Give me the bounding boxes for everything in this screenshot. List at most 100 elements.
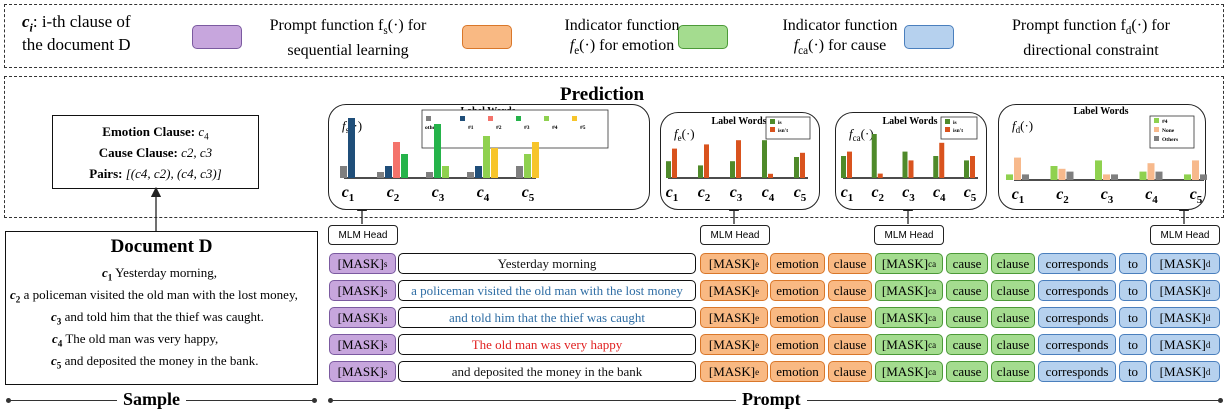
tick-label: c2: [1056, 186, 1069, 206]
document-box: Document D c1 Yesterday morning, c2 a pol…: [5, 231, 318, 385]
clause-token: clause: [991, 253, 1035, 274]
corresponds-token: corresponds: [1038, 361, 1116, 382]
clause-token: clause: [991, 307, 1035, 328]
legend-label: isn't: [953, 128, 963, 134]
clause-text: Yesterday morning: [398, 253, 696, 274]
to-token: to: [1119, 334, 1147, 355]
bar: [847, 151, 852, 178]
prediction-box: [4, 76, 1224, 218]
emotion-token: emotion: [770, 253, 825, 274]
bar: [970, 156, 975, 178]
emotion-clause-line: Emotion Clause: c4: [102, 124, 209, 142]
mask-token-ca: [MASK] ca: [875, 307, 943, 328]
legend-swatch: [516, 116, 521, 121]
mlm-head-e: MLM Head: [700, 225, 770, 245]
legend-label: #5: [580, 125, 586, 131]
legend-text: Indicator function fe(·) for emotion: [564, 17, 680, 58]
tick-label: c3: [902, 184, 915, 204]
mask-token-e: [MASK] e: [700, 253, 768, 274]
bar: [939, 142, 945, 178]
legend-label: isn't: [778, 128, 788, 134]
bar: [1058, 168, 1066, 180]
function-label: fe(·): [674, 126, 695, 143]
legend-text: Indicator function fca(·) for cause: [782, 17, 898, 58]
emotion-token: emotion: [770, 334, 825, 355]
bar: [877, 173, 883, 178]
bar: [483, 136, 490, 178]
rule-dot: [1218, 398, 1223, 403]
mask-token-e: [MASK] e: [700, 307, 768, 328]
mlm-head-d: MLM Head: [1150, 225, 1220, 245]
tick-label: c4: [477, 184, 490, 204]
bar: [871, 134, 877, 178]
to-token: to: [1119, 361, 1147, 382]
mask-token-s: [MASK] s: [329, 307, 396, 328]
mask-token-ca: [MASK] ca: [875, 361, 943, 382]
bar: [730, 161, 735, 178]
tick-label: c5: [522, 184, 535, 204]
legend-swatch: [770, 127, 775, 132]
bar: [401, 154, 408, 178]
mask-token-d: [MASK] d: [1150, 334, 1220, 355]
label-words-title: Label Words: [1073, 106, 1128, 117]
clause-token: clause: [828, 253, 872, 274]
document-clause: c2 a policeman visited the old man with …: [10, 287, 298, 305]
legend-label: is: [778, 120, 782, 126]
tick-label: c1: [342, 184, 355, 204]
bar: [902, 151, 908, 178]
to-token: to: [1119, 307, 1147, 328]
bar: [524, 154, 531, 178]
bar: [475, 166, 482, 178]
mask-token-e: [MASK] e: [700, 280, 768, 301]
tick-label: c5: [794, 184, 807, 204]
mask-token-s: [MASK] s: [329, 253, 396, 274]
function-label: fd(·): [1012, 118, 1033, 135]
clause-token: clause: [828, 307, 872, 328]
legend-text: Prompt function fs(·) for sequential lear…: [269, 17, 427, 60]
tick-label: c1: [841, 184, 854, 204]
tick-label: c5: [1190, 186, 1203, 206]
bar: [532, 142, 539, 178]
rule-dot: [312, 398, 317, 403]
function-label: fca(·): [849, 126, 874, 143]
bar: [1014, 157, 1021, 180]
mask-token-ca: [MASK] ca: [875, 334, 943, 355]
clause-text: and deposited the money in the bank: [398, 361, 696, 382]
legend-swatch: [426, 116, 431, 121]
bar: [933, 156, 939, 178]
bar: [704, 144, 709, 178]
mask-token-ca: [MASK] ca: [875, 280, 943, 301]
legend-label: None: [1162, 128, 1175, 134]
bar: [516, 166, 523, 178]
legend-swatch: [904, 25, 954, 49]
emotion-token: emotion: [770, 280, 825, 301]
bar: [1103, 174, 1110, 180]
tick-label: c3: [1101, 186, 1114, 206]
cause-token: cause: [946, 334, 988, 355]
clause-text: and told him that the thief was caught: [398, 307, 696, 328]
legend-label: #2: [496, 125, 502, 131]
corresponds-token: corresponds: [1038, 280, 1116, 301]
tick-label: c4: [933, 184, 946, 204]
tick-label: c5: [964, 184, 977, 204]
mask-token-d: [MASK] d: [1150, 307, 1220, 328]
legend-swatch: [462, 25, 512, 49]
mlm-head-s: MLM Head: [328, 225, 398, 245]
clause-token: clause: [828, 361, 872, 382]
tick-label: c1: [666, 184, 679, 204]
clause-text: a policeman visited the old man with the…: [398, 280, 696, 301]
bar: [1095, 160, 1102, 180]
bar: [442, 166, 449, 178]
bar: [1184, 174, 1191, 180]
cause-token: cause: [946, 253, 988, 274]
bar: [434, 124, 441, 178]
bar: [800, 152, 805, 178]
chart-legend-box: [765, 116, 811, 140]
bar: [908, 160, 914, 178]
tick-label: c3: [432, 184, 445, 204]
bar: [393, 142, 400, 178]
label-words-title: Label Words: [711, 116, 766, 127]
emotion-token: emotion: [770, 307, 825, 328]
mask-token-s: [MASK] s: [329, 280, 396, 301]
